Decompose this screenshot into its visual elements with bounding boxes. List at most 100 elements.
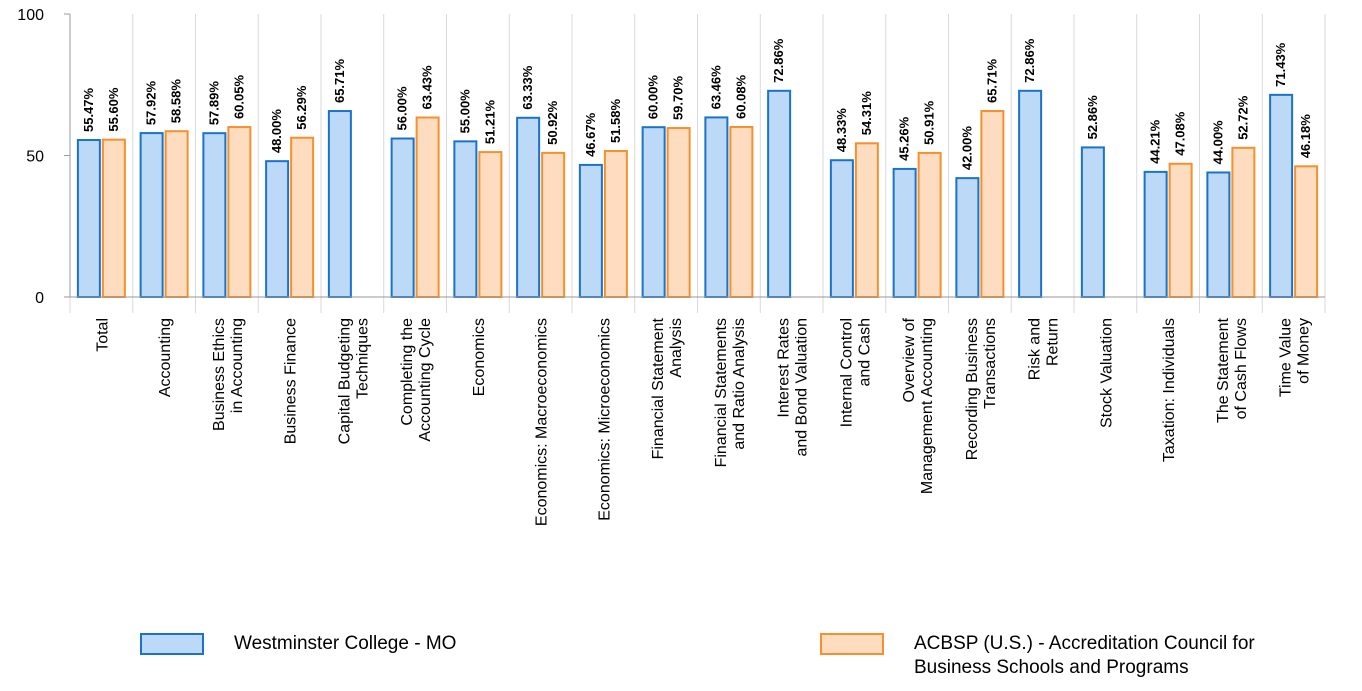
value-label: 44.21% bbox=[1148, 119, 1163, 164]
bar-westminster bbox=[1018, 89, 1043, 298]
value-label: 63.33% bbox=[520, 65, 535, 110]
bar-acbsp bbox=[729, 125, 754, 298]
bar-westminster bbox=[578, 163, 603, 298]
bar-westminster bbox=[767, 89, 792, 298]
x-tick-label-line: Business Ethics bbox=[211, 318, 228, 431]
bar-acbsp bbox=[164, 130, 189, 298]
value-label: 72.86% bbox=[1022, 38, 1037, 83]
y-tick-label: 100 bbox=[17, 7, 44, 24]
x-tick-label-line: in Accounting bbox=[229, 318, 246, 413]
legend-label-westminster: Westminster College - MO bbox=[234, 633, 457, 654]
value-label: 60.05% bbox=[231, 75, 246, 120]
x-tick-label: Accounting bbox=[157, 318, 174, 397]
value-label: 58.58% bbox=[169, 79, 184, 124]
value-label: 45.26% bbox=[897, 116, 912, 161]
value-label: 51.21% bbox=[482, 100, 497, 145]
value-label: 65.71% bbox=[332, 59, 347, 104]
x-tick-label-line: Stock Valuation bbox=[1098, 318, 1115, 428]
value-label: 57.92% bbox=[144, 81, 159, 126]
x-tick-label: Financial Statements and Ratio Analysis bbox=[713, 318, 748, 467]
value-label: 56.29% bbox=[294, 85, 309, 130]
value-label: 55.00% bbox=[457, 89, 472, 134]
legend-swatch-westminster bbox=[140, 633, 204, 655]
x-tick-label-line: Accounting Cycle bbox=[417, 318, 434, 442]
bar-westminster bbox=[453, 140, 478, 298]
bar-acbsp bbox=[603, 150, 628, 298]
value-label: 59.70% bbox=[671, 76, 686, 121]
x-tick-label-line: Recording Business bbox=[964, 318, 981, 460]
bar-westminster bbox=[704, 116, 729, 298]
value-label: 60.08% bbox=[733, 74, 748, 119]
value-label: 50.92% bbox=[545, 100, 560, 145]
value-label: 63.43% bbox=[420, 65, 435, 110]
bar-westminster bbox=[955, 177, 980, 298]
x-tick-label: Economics bbox=[471, 318, 488, 396]
bar-acbsp bbox=[666, 127, 691, 298]
bar-acbsp bbox=[290, 136, 315, 298]
x-tick-label-line: Overview of bbox=[901, 317, 918, 402]
value-label: 46.67% bbox=[583, 112, 598, 157]
bar-westminster bbox=[390, 137, 415, 298]
x-tick-label-line: Transactions bbox=[982, 318, 999, 409]
x-tick-label-line: Risk and bbox=[1027, 318, 1044, 380]
x-tick-label-line: Taxation: Individuals bbox=[1161, 318, 1178, 462]
x-tick-label-line: Time Value bbox=[1278, 318, 1295, 397]
y-axis: 0 50 100 bbox=[17, 7, 71, 307]
x-tick-label-line: Economics: Macroeconomics bbox=[534, 318, 551, 526]
value-label: 65.71% bbox=[984, 59, 999, 104]
x-tick-label-line: Total bbox=[94, 318, 111, 352]
value-label: 42.00% bbox=[959, 126, 974, 171]
bar-acbsp bbox=[478, 151, 503, 298]
y-tick-label: 50 bbox=[26, 149, 44, 166]
x-tick-label-line: and Bond Valuation bbox=[794, 318, 811, 456]
bar-westminster bbox=[76, 139, 101, 298]
bar-westminster bbox=[1206, 171, 1231, 298]
x-tick-label: Economics: Microeconomics bbox=[596, 318, 613, 521]
x-tick-label-line: Return bbox=[1045, 318, 1062, 366]
x-tick-label: Taxation: Individuals bbox=[1161, 318, 1178, 462]
value-label: 50.91% bbox=[922, 100, 937, 145]
x-tick-label-line: Economics bbox=[471, 318, 488, 396]
x-tick-label-line: Business Finance bbox=[283, 318, 300, 444]
value-label: 48.00% bbox=[269, 109, 284, 154]
value-labels: 55.47% 55.60% 57.92% 58.58% 57.89% 60.05% 48.0… bbox=[81, 38, 1313, 170]
value-label: 71.43% bbox=[1273, 42, 1288, 87]
x-axis: Total Accounting Business Ethics in Account… bbox=[64, 296, 1325, 526]
value-label: 46.18% bbox=[1298, 114, 1313, 159]
x-tick-label-line: Techniques bbox=[354, 318, 371, 399]
value-label: 56.00% bbox=[395, 86, 410, 131]
x-tick-label-line: and Ratio Analysis bbox=[731, 318, 748, 450]
value-label: 52.72% bbox=[1235, 95, 1250, 140]
x-tick-label: Recording Business Transactions bbox=[964, 318, 999, 460]
bar-acbsp bbox=[1231, 146, 1256, 298]
bar-westminster bbox=[829, 159, 854, 298]
x-tick-label: Risk and Return bbox=[1027, 318, 1062, 380]
x-tick-label: Time Value of Money bbox=[1278, 318, 1313, 397]
value-label: 55.47% bbox=[81, 87, 96, 132]
bar-acbsp bbox=[101, 138, 126, 298]
x-tick-label-line: Capital Budgeting bbox=[336, 318, 353, 444]
x-tick-label: Internal Control and Cash bbox=[838, 318, 873, 427]
bar-acbsp bbox=[980, 110, 1005, 299]
bar-acbsp bbox=[227, 126, 252, 298]
x-tick-label-line: and Cash bbox=[856, 318, 873, 387]
bar-acbsp bbox=[541, 151, 566, 298]
bar-acbsp bbox=[917, 151, 942, 298]
value-label: 57.89% bbox=[206, 81, 221, 126]
x-tick-label-line: Management Accounting bbox=[919, 318, 936, 494]
x-tick-label: Business Ethics in Accounting bbox=[211, 318, 246, 431]
x-tick-label-line: Economics: Microeconomics bbox=[596, 318, 613, 521]
x-tick-label: Economics: Macroeconomics bbox=[534, 318, 551, 526]
x-tick-label-line: Analysis bbox=[668, 318, 685, 378]
x-tick-label-line: of Cash Flows bbox=[1233, 318, 1250, 419]
value-label: 51.58% bbox=[608, 98, 623, 143]
x-tick-label-line: Financial Statement bbox=[650, 317, 667, 459]
value-label: 47.08% bbox=[1173, 111, 1188, 156]
y-tick-label: 0 bbox=[35, 290, 44, 307]
bar-westminster bbox=[265, 160, 290, 298]
bar-westminster bbox=[892, 167, 917, 298]
bar-westminster bbox=[641, 126, 666, 298]
legend-label-acbsp: ACBSP (U.S.) - Accreditation Council for… bbox=[914, 633, 1255, 678]
x-tick-label-line: Interest Rates bbox=[776, 318, 793, 418]
bar-westminster bbox=[139, 132, 164, 298]
